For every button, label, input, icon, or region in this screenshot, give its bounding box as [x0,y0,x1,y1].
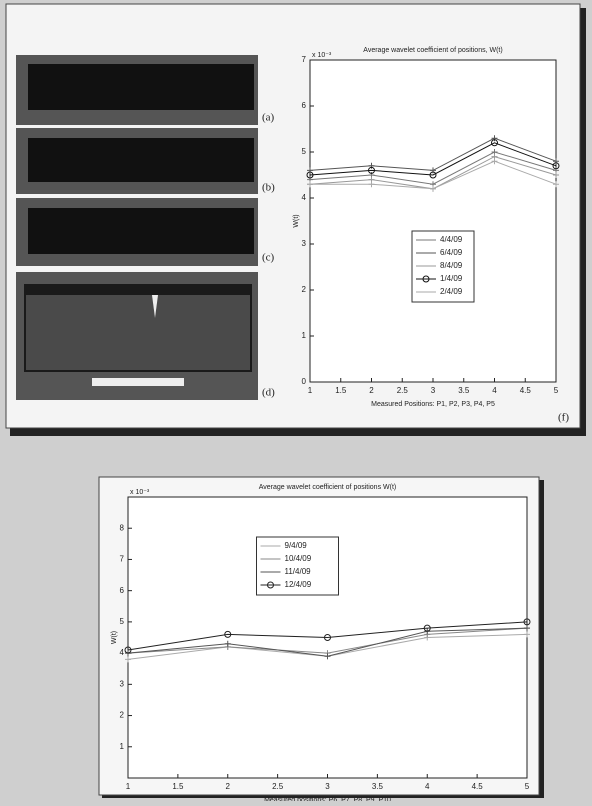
x-tick-label: 3 [431,386,436,395]
plot-area [310,60,556,382]
x-tick-label: 3.5 [372,782,384,791]
x-tick-label: 4 [425,782,430,791]
multiplier: x 10⁻³ [312,52,332,59]
y-tick-label: 0 [302,377,307,386]
panel-label: (a) [262,112,275,124]
y-tick-label: 6 [302,101,307,110]
x-tick-label: 3 [325,782,330,791]
screen-b-plot [28,138,254,182]
x-axis-label: Measured Positions: P1, P2, P3, P4, P5 [371,401,495,408]
y-tick-label: 4 [120,648,125,657]
legend-label: 10/4/09 [285,554,312,563]
y-axis-label: W(t) [293,214,300,227]
chart-title: Average wavelet coefficient of positions… [259,484,396,491]
y-tick-label: 1 [302,331,307,340]
y-tick-label: 3 [302,239,307,248]
panel-label: (f) [558,412,569,424]
legend-label: 1/4/09 [440,274,463,283]
y-tick-label: 7 [120,555,125,564]
x-tick-label: 2.5 [272,782,284,791]
panel-label: (c) [262,252,275,264]
legend-label: 9/4/09 [285,541,308,550]
x-tick-label: 1.5 [172,782,184,791]
legend-label: 12/4/09 [285,580,312,589]
y-tick-label: 5 [302,147,307,156]
y-tick-label: 8 [120,523,125,532]
x-tick-label: 2.5 [397,386,409,395]
legend-label: 8/4/09 [440,261,463,270]
x-tick-label: 1.5 [335,386,347,395]
page: {"panel_labels": ["(a)", "(b)", "(c)", "… [0,0,592,801]
x-axis-label: Measured positions: P6, P7, P8, P9, P10 [264,797,391,801]
screen-d-signal [26,295,250,370]
x-tick-label: 5 [525,782,530,791]
x-tick-label: 4 [492,386,497,395]
y-tick-label: 7 [302,55,307,64]
multiplier: x 10⁻³ [130,489,150,496]
screen-a-plot [28,64,254,110]
y-tick-label: 3 [120,679,125,688]
panel-label: (d) [262,387,275,399]
y-tick-label: 4 [302,193,307,202]
figure: (a) (b) (c) (d) (f) Average wavelet coef… [0,0,592,801]
screen-c-plot [28,208,254,254]
y-tick-label: 2 [120,711,125,720]
x-tick-label: 5 [554,386,559,395]
x-tick-label: 2 [226,782,231,791]
chart-title: Average wavelet coefficient of positions… [363,47,502,54]
x-tick-label: 1 [308,386,313,395]
legend-label: 11/4/09 [285,567,312,576]
screen-d-bar [92,378,184,386]
x-tick-label: 4.5 [472,782,484,791]
y-tick-label: 5 [120,617,125,626]
y-tick-label: 1 [120,742,125,751]
x-tick-label: 4.5 [520,386,532,395]
y-axis-label: W(t) [111,631,118,644]
legend-label: 2/4/09 [440,287,463,296]
panel-label: (b) [262,182,275,194]
y-tick-label: 2 [302,285,307,294]
x-tick-label: 2 [369,386,374,395]
x-tick-label: 3.5 [458,386,470,395]
legend-label: 4/4/09 [440,235,463,244]
x-tick-label: 1 [126,782,131,791]
legend-label: 6/4/09 [440,248,463,257]
y-tick-label: 6 [120,586,125,595]
